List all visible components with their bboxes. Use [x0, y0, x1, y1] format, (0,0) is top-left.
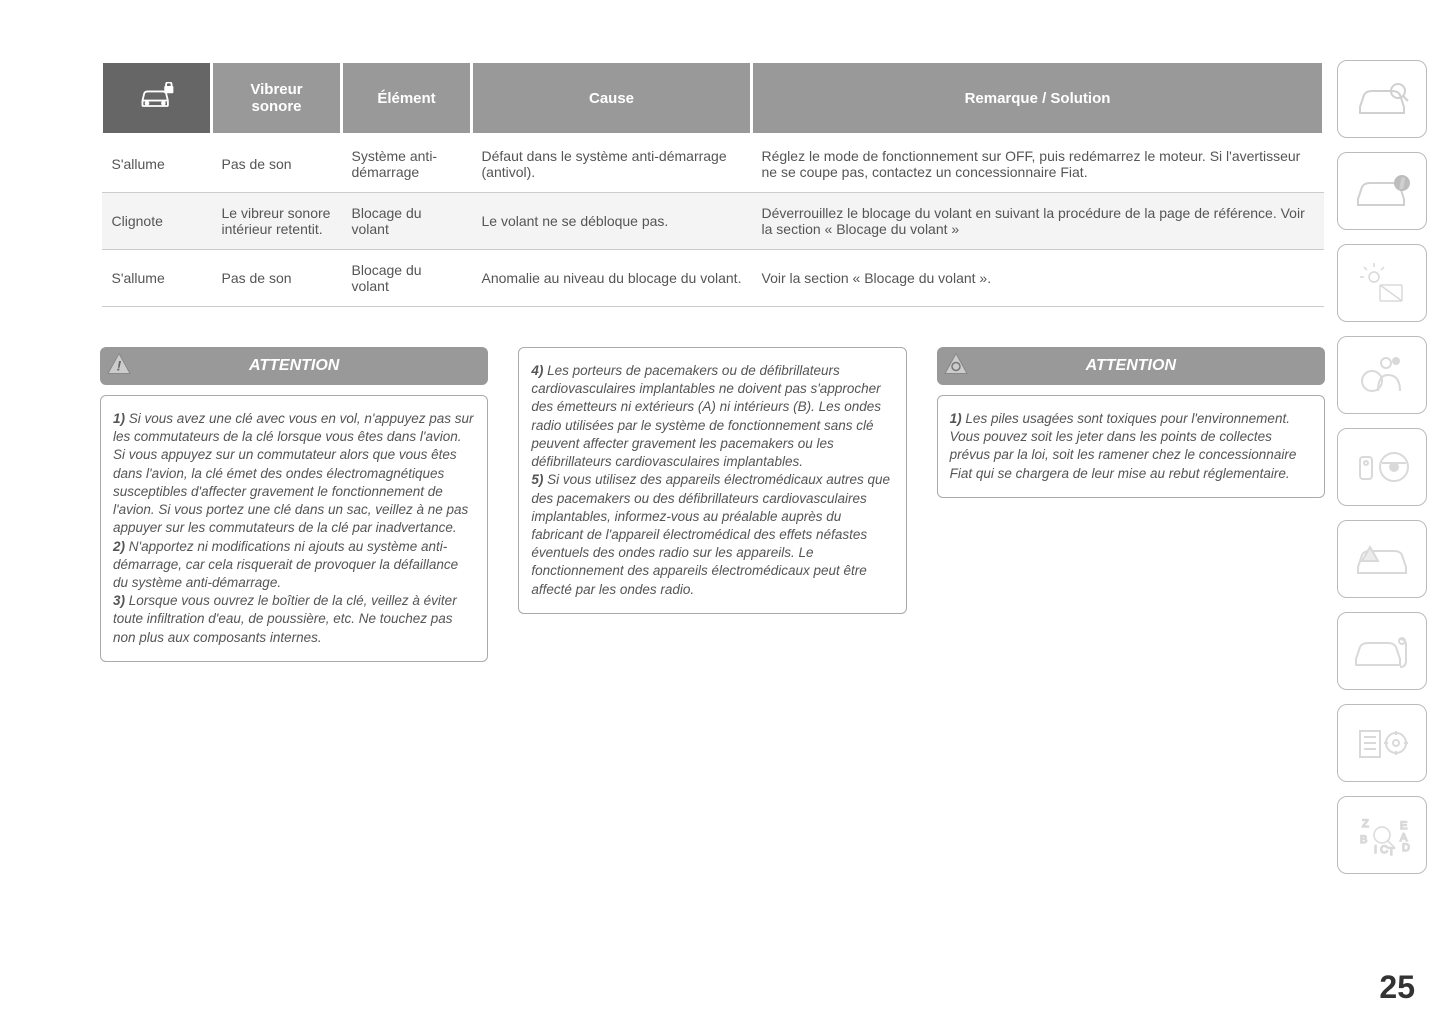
attention-item-number: 1) — [113, 411, 129, 426]
attention-title-2: ATTENTION — [947, 357, 1315, 375]
cell-status: S'allume — [102, 135, 212, 193]
sidebar-item-airbag[interactable] — [1337, 336, 1427, 414]
cell-element: Blocage du volant — [342, 193, 472, 250]
svg-text:T: T — [1388, 846, 1395, 857]
attention-column-mid: 4) Les porteurs de pacemakers ou de défi… — [518, 347, 906, 662]
table-header-vibreur: Vibreur sonore — [212, 62, 342, 135]
attention-item-text: Lorsque vous ouvrez le boîtier de la clé… — [113, 593, 457, 644]
attention-column-1: ! ATTENTION 1) Si vous avez une clé avec… — [100, 347, 488, 662]
car-lock-icon — [137, 82, 177, 110]
sidebar-item-car-service[interactable] — [1337, 612, 1427, 690]
cell-cause: Anomalie au niveau du blocage du volant. — [472, 250, 752, 307]
attention-box-mid: 4) Les porteurs de pacemakers ou de défi… — [518, 347, 906, 614]
cell-remarque: Réglez le mode de fonctionnement sur OFF… — [752, 135, 1324, 193]
cell-cause: Le volant ne se débloque pas. — [472, 193, 752, 250]
sidebar-item-index[interactable]: Z B E A D I C T — [1337, 796, 1427, 874]
attention-item-number: 3) — [113, 593, 129, 608]
cell-remarque: Voir la section « Blocage du volant ». — [752, 250, 1324, 307]
sidebar-item-car-info[interactable]: i — [1337, 152, 1427, 230]
attention-header-2: ATTENTION — [937, 347, 1325, 385]
attention-item-number: 4) — [531, 363, 547, 378]
svg-text:!: ! — [117, 358, 122, 374]
svg-text:Z: Z — [1362, 818, 1369, 830]
cell-element: Blocage du volant — [342, 250, 472, 307]
attention-item-number: 2) — [113, 539, 129, 554]
table-header-cause: Cause — [472, 62, 752, 135]
table-row: S'allumePas de sonSystème anti-démarrage… — [102, 135, 1324, 193]
table-header-remarque: Remarque / Solution — [752, 62, 1324, 135]
sidebar-item-search-car[interactable] — [1337, 60, 1427, 138]
cell-element: Système anti-démarrage — [342, 135, 472, 193]
table-row: S'allumePas de sonBlocage du volantAnoma… — [102, 250, 1324, 307]
svg-text:B: B — [1360, 834, 1367, 846]
table-header-icon — [102, 62, 212, 135]
attention-column-2: ATTENTION 1) Les piles usagées sont toxi… — [937, 347, 1325, 662]
cell-vibreur: Pas de son — [212, 250, 342, 307]
attention-item-text: Les piles usagées sont toxiques pour l'e… — [950, 411, 1297, 481]
attention-box-1: 1) Si vous avez une clé avec vous en vol… — [100, 395, 488, 662]
sidebar-item-specs[interactable] — [1337, 704, 1427, 782]
attention-item-text: Si vous utilisez des appareils électromé… — [531, 472, 890, 596]
warning-triangle-icon: ! — [106, 351, 132, 382]
attention-item-text: N'apportez ni modifications ni ajouts au… — [113, 539, 458, 590]
warning-table: Vibreur sonore Élément Cause Remarque / … — [100, 60, 1325, 307]
attention-item-text: Si vous avez une clé avec vous en vol, n… — [113, 411, 474, 535]
attention-box-2: 1) Les piles usagées sont toxiques pour … — [937, 395, 1325, 498]
attention-header-1: ! ATTENTION — [100, 347, 488, 385]
cell-vibreur: Pas de son — [212, 135, 342, 193]
table-row: ClignoteLe vibreur sonore intérieur rete… — [102, 193, 1324, 250]
cell-vibreur: Le vibreur sonore intérieur retentit. — [212, 193, 342, 250]
svg-text:I C: I C — [1374, 844, 1388, 856]
attention-title-1: ATTENTION — [110, 357, 478, 375]
recycle-icon — [943, 351, 969, 382]
table-header-element: Élément — [342, 62, 472, 135]
sidebar-item-lights[interactable] — [1337, 244, 1427, 322]
svg-text:i: i — [1400, 176, 1404, 191]
attention-item-number: 5) — [531, 472, 547, 487]
attention-item-number: 1) — [950, 411, 966, 426]
sidebar-item-car-warning[interactable] — [1337, 520, 1427, 598]
cell-status: S'allume — [102, 250, 212, 307]
cell-status: Clignote — [102, 193, 212, 250]
attention-item-text: Les porteurs de pacemakers ou de défibri… — [531, 363, 881, 469]
sidebar-nav: i — [1337, 60, 1427, 874]
sidebar-item-key-wheel[interactable] — [1337, 428, 1427, 506]
page-number: 25 — [1379, 969, 1415, 1006]
svg-text:E: E — [1400, 820, 1407, 832]
svg-text:D: D — [1402, 842, 1410, 854]
cell-remarque: Déverrouillez le blocage du volant en su… — [752, 193, 1324, 250]
cell-cause: Défaut dans le système anti-démarrage (a… — [472, 135, 752, 193]
